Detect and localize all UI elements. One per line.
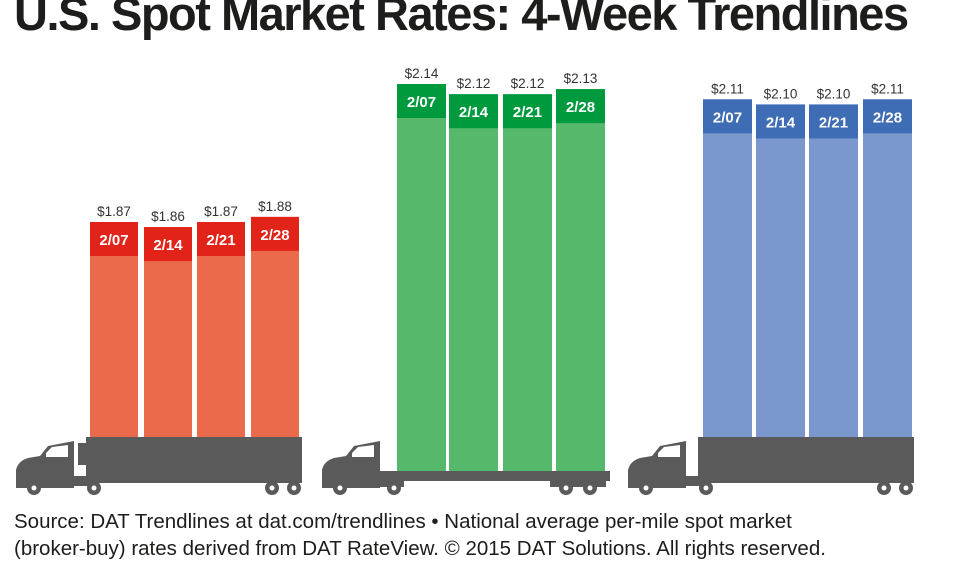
truck-hub	[269, 485, 275, 491]
bar-category-label: 2/21	[206, 232, 235, 249]
trailer-box	[86, 437, 302, 483]
bar-category-label: 2/14	[153, 237, 183, 254]
bar-date-band	[449, 94, 498, 129]
bar-category-label: 2/07	[99, 232, 128, 249]
bar-value-label: $2.10	[764, 86, 798, 101]
truck-hub	[291, 485, 297, 491]
bar-date-band	[144, 227, 192, 262]
truck-hub	[587, 485, 593, 491]
bar-value-label: $2.13	[564, 71, 598, 86]
truck-window	[658, 445, 680, 457]
truck-hub	[91, 485, 97, 491]
trailer-axle-housing	[550, 481, 606, 487]
bar-category-label: 2/28	[566, 99, 595, 116]
bar-value-label: $1.86	[151, 209, 185, 224]
bar-category-label: 2/21	[819, 114, 848, 131]
bar-category-label: 2/21	[513, 104, 542, 121]
bar-value-label: $1.88	[258, 199, 292, 214]
page-title: U.S. Spot Market Rates: 4-Week Trendline…	[14, 0, 909, 40]
truck-window	[352, 445, 374, 457]
trailer-coupling	[74, 476, 90, 486]
truck-hub	[903, 485, 909, 491]
bar	[90, 222, 138, 437]
bar	[197, 222, 245, 437]
bar-category-label: 2/07	[407, 94, 436, 111]
truck-chart-reefer: 2/07 $1.87 2/14 $1.86 2/21 $1.87 2/28 $1.88	[16, 199, 302, 495]
bar	[703, 99, 752, 437]
bar	[756, 104, 805, 437]
bar-value-label: $2.10	[817, 86, 851, 101]
truck-hub	[391, 485, 397, 491]
bar-category-label: 2/14	[766, 114, 796, 131]
bar-date-band	[90, 222, 138, 256]
truck-window	[46, 445, 68, 457]
bar	[863, 99, 912, 437]
truck-hub	[881, 485, 887, 491]
bar-category-label: 2/28	[873, 109, 902, 126]
bar-value-label: $2.11	[871, 81, 904, 96]
truck-chart-van: 2/07 $2.11 2/14 $2.10 2/21 $2.10 2/28 $2.11	[628, 81, 914, 495]
bar-date-band	[556, 89, 605, 124]
bar	[397, 84, 446, 471]
bar	[251, 216, 299, 437]
source-note: Source: DAT Trendlines at dat.com/trendl…	[14, 508, 974, 562]
bar	[449, 94, 498, 471]
bar-value-label: $2.12	[511, 76, 545, 91]
bar-date-band	[503, 94, 552, 129]
bar-date-band	[756, 104, 805, 139]
bar-date-band	[397, 84, 446, 118]
bar-category-label: 2/14	[459, 104, 489, 121]
bar-category-label: 2/28	[260, 227, 289, 244]
truck-hub	[31, 485, 37, 491]
trailer-coupling	[686, 476, 702, 486]
bar-category-label: 2/07	[713, 109, 742, 126]
bar-date-band	[863, 99, 912, 134]
bar-date-band	[197, 222, 245, 256]
bar	[503, 94, 552, 471]
trailer-box	[698, 437, 914, 483]
bar-value-label: $2.14	[405, 66, 439, 81]
trailer-deck	[380, 471, 610, 481]
bar-date-band	[809, 104, 858, 139]
bar-date-band	[251, 216, 299, 251]
bar	[144, 227, 192, 437]
truck-chart-flatbed: 2/07 $2.14 2/14 $2.12 2/21 $2.12 2/28 $2.13	[322, 66, 610, 495]
truck-hub	[337, 485, 343, 491]
truck-hub	[643, 485, 649, 491]
truck-hub	[563, 485, 569, 491]
bar	[809, 104, 858, 437]
reefer-unit	[78, 443, 88, 465]
bar-value-label: $2.12	[457, 76, 491, 91]
bar-date-band	[703, 99, 752, 134]
source-line: Source: DAT Trendlines at dat.com/trendl…	[14, 510, 792, 533]
truck-hub	[703, 485, 709, 491]
chart-area: 2/07$1.872/14$1.862/21$1.872/28$1.882/07…	[16, 66, 914, 495]
bar-value-label: $2.11	[711, 81, 744, 96]
source-line: (broker-buy) rates derived from DAT Rate…	[14, 537, 826, 560]
bar-value-label: $1.87	[204, 204, 238, 219]
bar-value-label: $1.87	[97, 204, 131, 219]
bar	[556, 89, 605, 471]
